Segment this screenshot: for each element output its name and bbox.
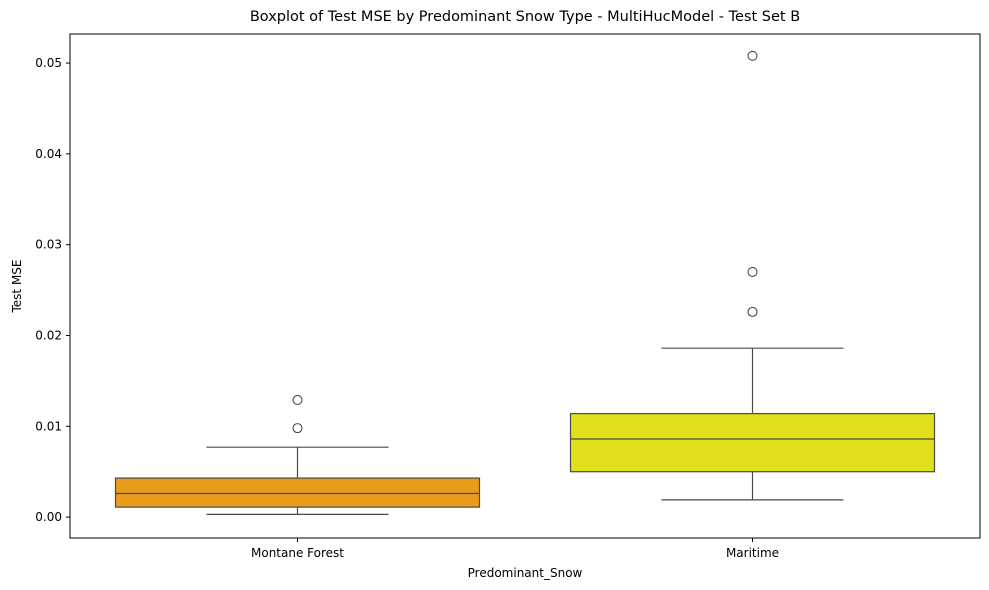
- x-axis-label: Predominant_Snow: [468, 566, 583, 580]
- box-maritime: [569, 50, 936, 501]
- box-iqr: [114, 477, 481, 508]
- y-tick-label: 0.00: [35, 510, 62, 524]
- outlier-point: [747, 306, 758, 317]
- y-tick-label: 0.05: [35, 56, 62, 70]
- plot-frame: [69, 33, 981, 539]
- plot-area: [114, 50, 936, 515]
- y-tick-label: 0.02: [35, 328, 62, 342]
- y-tick-label: 0.03: [35, 238, 62, 252]
- outlier-point: [747, 266, 758, 277]
- y-tick-label: 0.04: [35, 147, 62, 161]
- box-montane-forest: [114, 394, 481, 515]
- y-tick-label: 0.01: [35, 419, 62, 433]
- y-axis-label: Test MSE: [10, 260, 24, 314]
- x-tick-label: Maritime: [726, 546, 779, 560]
- axes: 0.00 0.01 0.02 0.03 0.04 0.05 Montane Forest Ma…: [35, 56, 779, 560]
- x-tick-label: Montane Forest: [251, 546, 344, 560]
- outlier-point: [292, 394, 303, 406]
- chart-title: Boxplot of Test MSE by Predominant Snow …: [250, 9, 800, 25]
- outlier-point: [747, 50, 758, 61]
- box-iqr: [569, 412, 936, 473]
- outlier-point: [292, 423, 303, 434]
